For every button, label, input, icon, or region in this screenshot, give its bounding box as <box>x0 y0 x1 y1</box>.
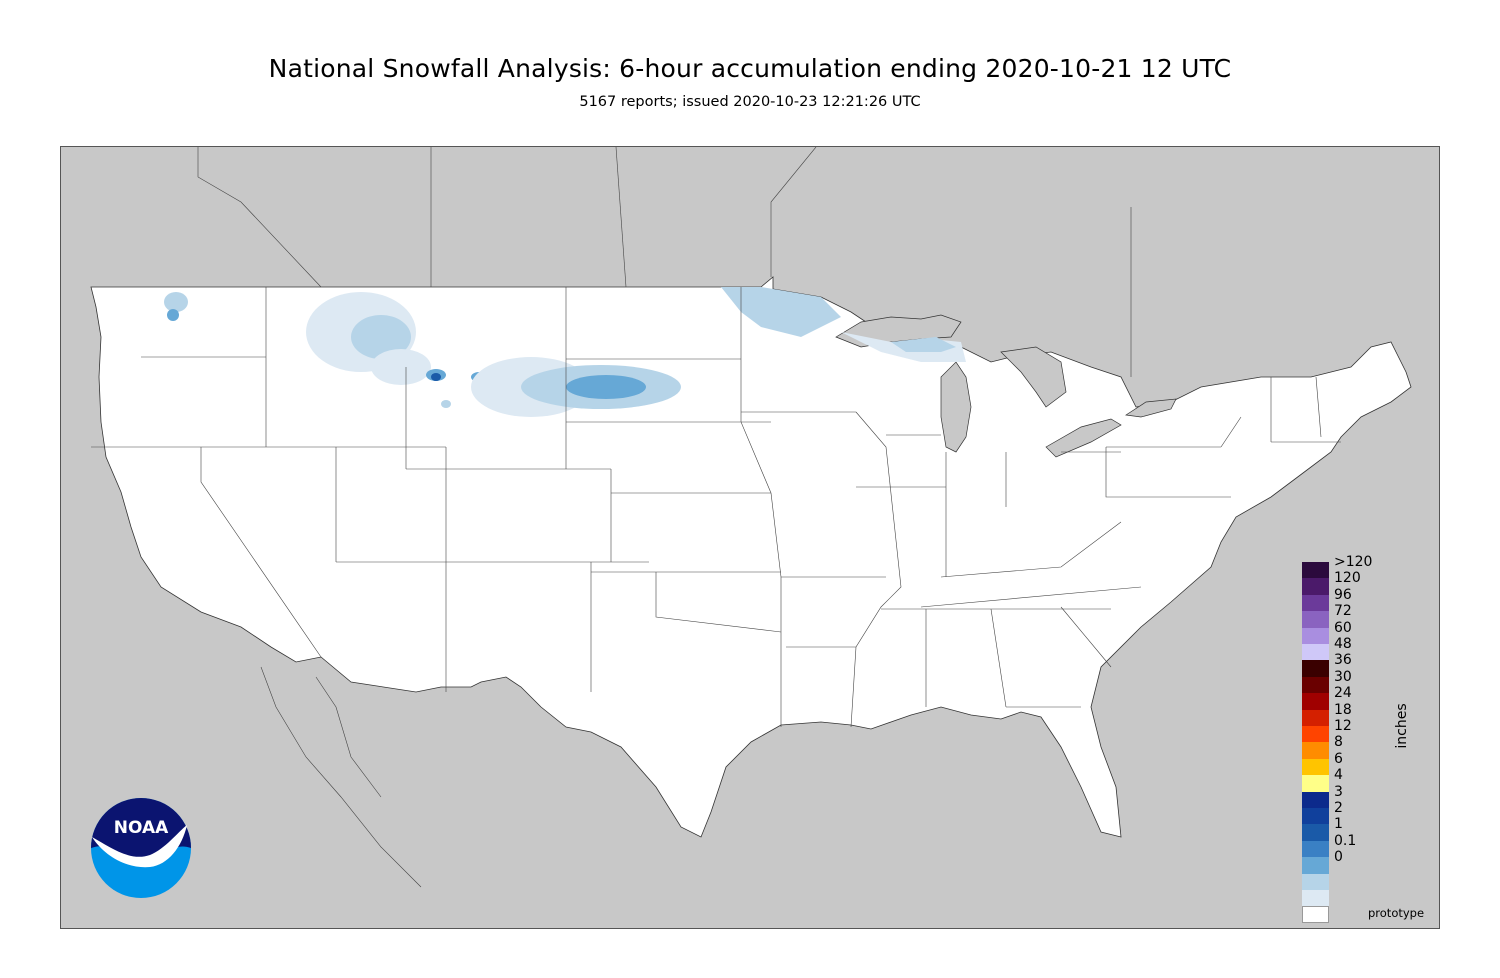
noaa-emblem-icon: NOAA <box>91 798 191 898</box>
legend-label: 6 <box>1334 750 1343 767</box>
conus-land <box>90 276 1412 838</box>
legend-label: 0.1 <box>1334 832 1357 849</box>
chart-subtitle: 5167 reports; issued 2020-10-23 12:21:26… <box>579 94 921 110</box>
legend-swatch <box>1302 906 1329 923</box>
state-boundaries <box>91 287 1341 728</box>
legend-label: 18 <box>1334 701 1352 718</box>
legend-swatch <box>1302 676 1329 694</box>
lake-michigan <box>940 361 972 453</box>
lake-huron <box>1000 346 1067 408</box>
legend-swatch <box>1302 873 1329 891</box>
legend-label: 1 <box>1334 816 1343 833</box>
lake-erie <box>1045 418 1122 458</box>
legend-label: 48 <box>1334 636 1352 652</box>
legend-label: 24 <box>1334 685 1352 702</box>
legend-swatch <box>1302 726 1329 743</box>
legend-label: 2 <box>1334 800 1343 816</box>
legend-label: 60 <box>1334 619 1352 636</box>
legend-swatch <box>1302 611 1329 628</box>
noaa-logo: NOAA <box>90 797 192 903</box>
legend-swatch <box>1302 644 1329 661</box>
legend-label: 96 <box>1334 586 1352 603</box>
legend-label: 30 <box>1334 668 1352 685</box>
legend-swatch <box>1302 824 1329 841</box>
legend-label: 12 <box>1334 718 1352 734</box>
mexico-lines <box>260 666 422 888</box>
legend-swatch <box>1302 890 1329 907</box>
legend-swatch <box>1302 775 1329 792</box>
legend-swatch <box>1302 562 1329 579</box>
legend-swatch <box>1302 742 1329 759</box>
legend-swatch <box>1302 627 1329 645</box>
legend-swatch <box>1302 693 1329 710</box>
map-panel <box>60 146 1440 929</box>
legend-label: 36 <box>1334 652 1352 669</box>
legend-swatch <box>1302 840 1329 858</box>
legend-label: 8 <box>1334 734 1343 751</box>
legend-swatch <box>1302 808 1329 825</box>
legend-swatch <box>1302 758 1329 776</box>
prototype-label: prototype <box>1368 906 1425 920</box>
legend-label: 72 <box>1334 603 1352 620</box>
canada-lines <box>197 147 1132 377</box>
noaa-logo-text: NOAA <box>114 818 169 838</box>
legend-swatch <box>1302 857 1329 874</box>
lake-ontario <box>1125 398 1177 418</box>
legend-swatch <box>1302 660 1329 677</box>
legend-label: 4 <box>1334 767 1343 784</box>
us-map <box>90 147 1412 888</box>
chart-title: National Snowfall Analysis: 6-hour accum… <box>268 54 1232 83</box>
legend-label: 120 <box>1334 570 1361 587</box>
legend-label: 0 <box>1334 849 1343 866</box>
legend-label: 3 <box>1334 783 1343 800</box>
legend-swatch <box>1302 578 1329 595</box>
legend-label: >120 <box>1334 554 1373 570</box>
snow-shading <box>164 287 966 417</box>
legend-units-label: inches <box>1394 703 1410 749</box>
legend-swatch <box>1302 594 1329 612</box>
legend-swatch <box>1302 791 1329 809</box>
legend-swatch <box>1302 709 1329 727</box>
